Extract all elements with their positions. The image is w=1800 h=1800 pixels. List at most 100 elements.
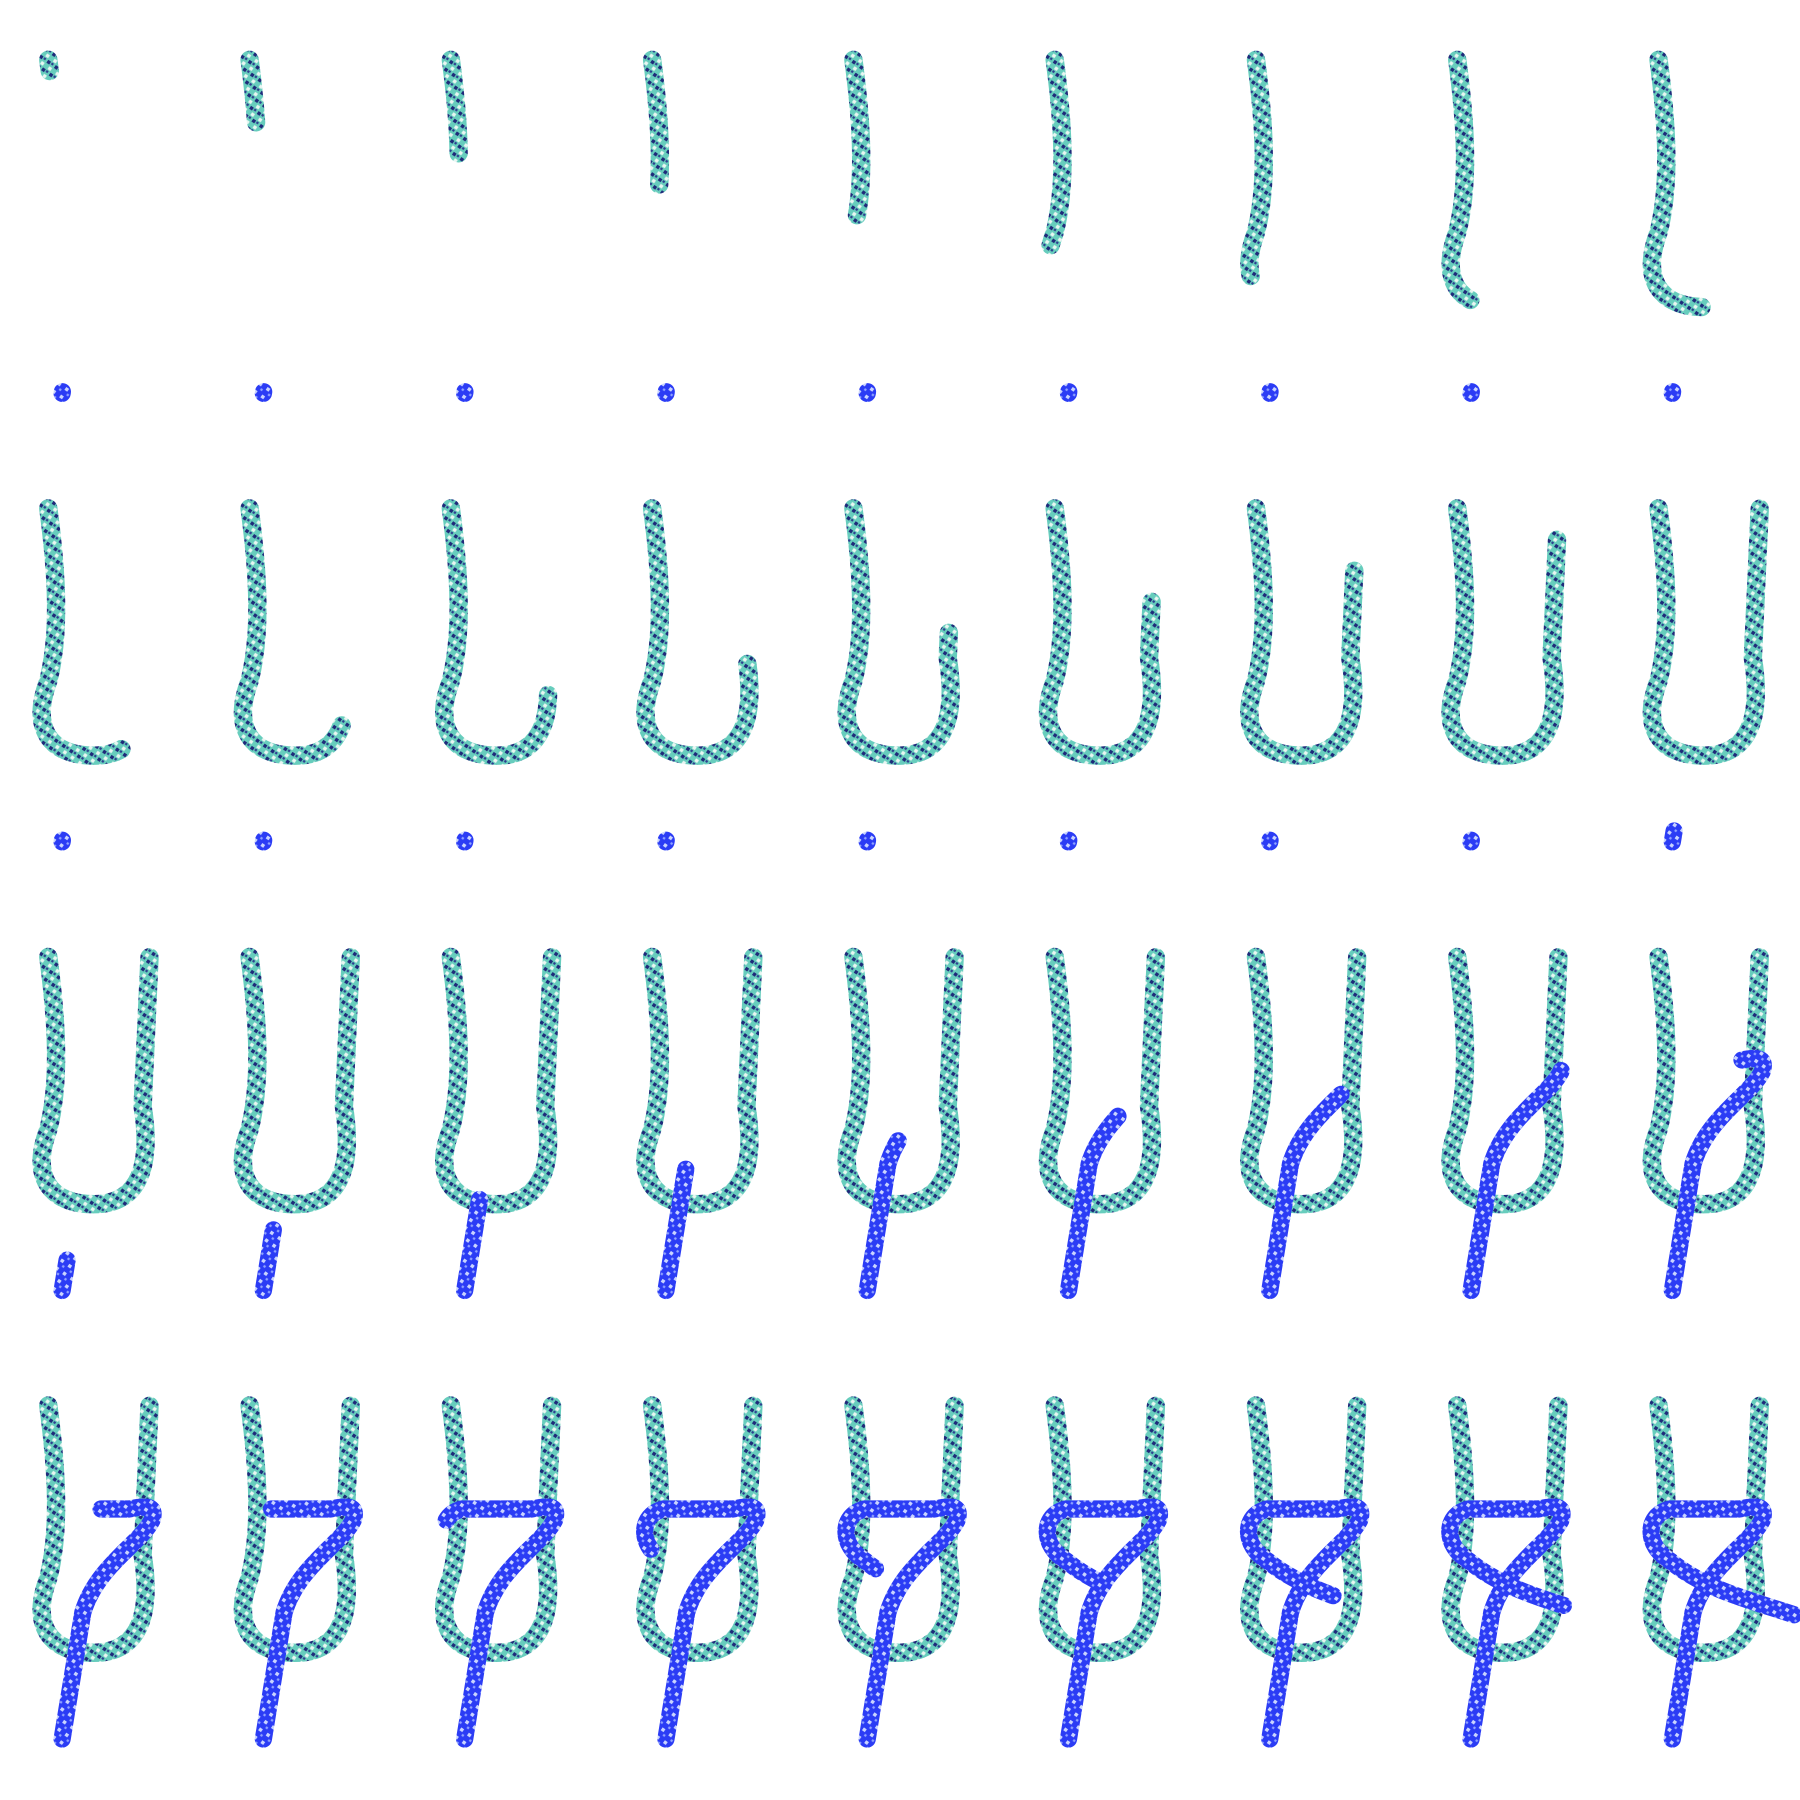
teal-rope	[1441, 499, 1568, 765]
teal-rope	[1642, 1396, 1769, 1662]
teal-rope	[233, 947, 360, 1214]
teal-rope-group	[233, 947, 360, 1214]
teal-rope-group	[837, 1396, 964, 1662]
blue-rope-group	[434, 152, 596, 402]
blue-rope	[32, 1498, 193, 1748]
blue-rope-group	[636, 1498, 797, 1748]
teal-rope	[233, 50, 360, 317]
blue-rope	[1239, 1049, 1401, 1300]
teal-rope-group	[1240, 499, 1367, 765]
blue-rope	[1038, 1498, 1200, 1748]
blue-rope	[636, 152, 797, 402]
blue-rope-group	[233, 1498, 394, 1748]
teal-rope	[233, 499, 360, 765]
teal-rope-group	[1642, 499, 1769, 765]
blue-rope-group	[1038, 1049, 1200, 1300]
teal-rope-group	[1038, 50, 1166, 317]
teal-rope-group	[636, 499, 763, 765]
blue-rope	[434, 152, 596, 402]
teal-rope-group	[837, 499, 964, 765]
teal-rope	[1240, 499, 1367, 765]
blue-rope-group	[32, 1498, 193, 1748]
teal-rope-group	[837, 50, 964, 317]
teal-rope	[32, 947, 159, 1214]
teal-rope-group	[435, 947, 562, 1214]
teal-rope	[636, 947, 763, 1214]
teal-rope-group	[1441, 947, 1568, 1214]
teal-rope	[32, 499, 159, 765]
teal-rope	[1642, 50, 1769, 317]
blue-rope-group	[434, 1498, 596, 1748]
teal-rope	[837, 50, 964, 317]
teal-rope-group	[837, 947, 964, 1214]
blue-rope	[636, 1498, 797, 1748]
teal-rope	[1240, 947, 1367, 1214]
teal-rope-group	[233, 1396, 360, 1662]
teal-rope-group	[1240, 1396, 1367, 1662]
blue-rope-group	[1038, 1498, 1200, 1748]
teal-rope-group	[636, 947, 763, 1214]
blue-rope-group	[1239, 1049, 1401, 1300]
teal-rope	[435, 1396, 562, 1662]
teal-rope-group	[1441, 499, 1568, 765]
blue-rope-group	[1441, 1049, 1602, 1300]
teal-rope-group	[32, 50, 159, 317]
teal-rope	[837, 947, 964, 1214]
blue-rope	[1038, 1049, 1200, 1300]
blue-rope	[233, 152, 394, 402]
blue-rope-group	[32, 152, 193, 402]
teal-rope	[636, 1396, 763, 1662]
teal-rope-group	[32, 947, 159, 1214]
blue-rope	[1441, 1049, 1602, 1300]
blue-rope	[32, 152, 193, 402]
teal-rope-group	[1441, 50, 1568, 317]
blue-rope	[1642, 1498, 1800, 1748]
teal-rope	[1240, 50, 1367, 317]
teal-rope-group	[1038, 1396, 1166, 1662]
teal-rope	[636, 499, 763, 765]
teal-rope-group	[1038, 499, 1166, 765]
blue-rope-group	[837, 1498, 998, 1748]
teal-rope-group	[435, 1396, 562, 1662]
teal-rope	[1441, 50, 1568, 317]
teal-rope-group	[1240, 50, 1367, 317]
teal-rope	[837, 1396, 964, 1662]
blue-rope	[233, 1498, 394, 1748]
teal-rope	[1642, 947, 1769, 1214]
teal-rope	[1038, 947, 1166, 1214]
teal-rope-group	[1642, 947, 1769, 1214]
teal-rope-group	[233, 50, 360, 317]
teal-rope	[435, 50, 562, 317]
teal-rope	[435, 499, 562, 765]
teal-rope	[233, 1396, 360, 1662]
teal-rope	[32, 1396, 159, 1662]
teal-rope	[1038, 50, 1166, 317]
blue-rope-group	[1441, 1498, 1602, 1748]
teal-rope-group	[32, 1396, 159, 1662]
blue-rope	[837, 1498, 998, 1748]
teal-rope-group	[435, 50, 562, 317]
teal-rope-group	[233, 499, 360, 765]
blue-rope-group	[636, 152, 797, 402]
blue-rope-group	[1239, 1498, 1401, 1748]
blue-rope-group	[1642, 1049, 1800, 1300]
teal-rope-group	[1642, 50, 1769, 317]
teal-rope-group	[1441, 1396, 1568, 1662]
blue-rope-group	[233, 152, 394, 402]
blue-rope	[1642, 1049, 1800, 1300]
teal-rope	[1642, 499, 1769, 765]
teal-rope-group	[636, 1396, 763, 1662]
teal-rope	[1441, 947, 1568, 1214]
teal-rope	[837, 499, 964, 765]
teal-rope-group	[636, 50, 763, 317]
teal-rope-group	[1642, 1396, 1769, 1662]
teal-rope	[1441, 1396, 1568, 1662]
teal-rope-group	[32, 499, 159, 765]
teal-rope	[1240, 1396, 1367, 1662]
teal-rope	[1038, 499, 1166, 765]
teal-rope-group	[1240, 947, 1367, 1214]
teal-rope	[1038, 1396, 1166, 1662]
teal-rope	[636, 50, 763, 317]
